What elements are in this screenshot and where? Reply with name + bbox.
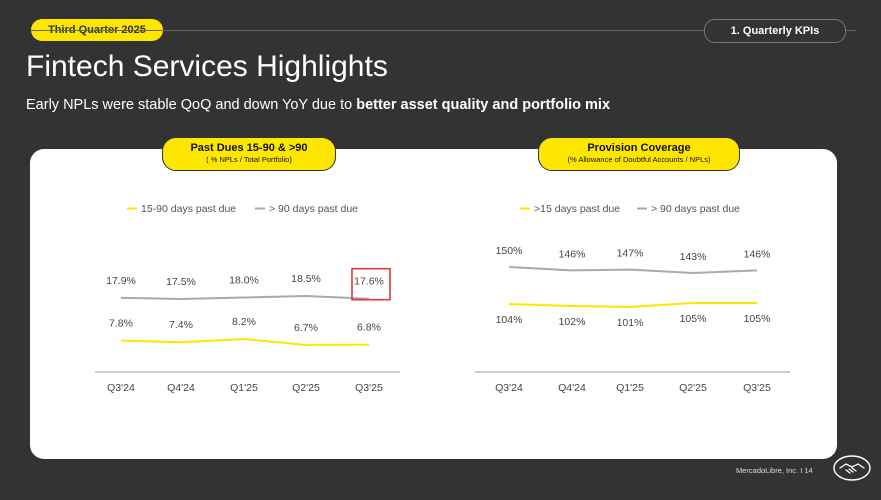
provision-coverage-title-pill: Provision Coverage (% Allowance of Doubt… — [538, 137, 740, 171]
provision-coverage-series-line — [508, 266, 758, 275]
provision-coverage-title: Provision Coverage — [587, 142, 691, 154]
past-dues-data-label: 17.6% — [354, 276, 384, 288]
provision-coverage-data-label: 147% — [617, 248, 644, 260]
header-divider — [31, 30, 856, 31]
provision-coverage-tick-label: Q3'24 — [495, 382, 523, 394]
past-dues-data-label: 7.4% — [169, 319, 193, 331]
page-subtitle: Early NPLs were stable QoQ and down YoY … — [26, 97, 610, 113]
provision-coverage-series-line — [508, 302, 757, 309]
past-dues-data-label: 6.8% — [357, 322, 381, 334]
past-dues-title-pill: Past Dues 15-90 & >90 ( % NPLs / Total P… — [162, 137, 336, 171]
provision-coverage-legend-label: >15 days past due — [534, 203, 620, 215]
past-dues-series-line — [120, 294, 370, 301]
past-dues-title: Past Dues 15-90 & >90 — [190, 142, 308, 154]
provision-coverage-data-label: 105% — [744, 313, 771, 325]
past-dues-tick-label: Q3'24 — [107, 382, 135, 394]
past-dues-data-label: 17.9% — [106, 275, 136, 287]
provision-coverage-data-label: 105% — [680, 313, 707, 325]
past-dues-tick-label: Q1'25 — [230, 382, 258, 394]
provision-coverage-data-label: 101% — [617, 317, 644, 329]
provision-coverage-tick-label: Q3'25 — [743, 382, 771, 394]
past-dues-tick-label: Q2'25 — [292, 382, 320, 394]
past-dues-series-line — [120, 337, 370, 347]
provision-coverage-subtitle: (% Allowance of Doubtful Accounts / NPLs… — [567, 155, 711, 164]
past-dues-highlight-box — [351, 267, 391, 301]
past-dues-legend-label: 15-90 days past due — [141, 203, 236, 215]
provision-coverage-data-label: 150% — [496, 245, 523, 257]
footer-text: MercadoLibre, Inc. I 14 — [736, 466, 813, 475]
handshake-logo-icon — [833, 455, 871, 481]
past-dues-subtitle: ( % NPLs / Total Portfolio) — [206, 155, 292, 164]
past-dues-data-label: 18.5% — [291, 273, 321, 285]
section-tab[interactable]: 1. Quarterly KPIs — [704, 19, 846, 43]
past-dues-data-label: 17.5% — [166, 276, 196, 288]
provision-coverage-tick-label: Q2'25 — [679, 382, 707, 394]
past-dues-data-label: 7.8% — [109, 318, 133, 330]
provision-coverage-data-label: 143% — [680, 251, 707, 263]
provision-coverage-data-label: 146% — [744, 248, 771, 260]
past-dues-data-label: 18.0% — [229, 275, 259, 287]
past-dues-legend-label: > 90 days past due — [269, 203, 358, 215]
past-dues-tick-label: Q3'25 — [355, 382, 383, 394]
subtitle-plain: Early NPLs were stable QoQ and down YoY … — [26, 97, 357, 113]
provision-coverage-tick-label: Q4'24 — [558, 382, 586, 394]
provision-coverage-legend-label: > 90 days past due — [651, 203, 740, 215]
provision-coverage-tick-label: Q1'25 — [616, 382, 644, 394]
past-dues-data-label: 6.7% — [294, 322, 318, 334]
past-dues-data-label: 8.2% — [232, 316, 256, 328]
page-title: Fintech Services Highlights — [26, 50, 388, 83]
subtitle-bold: better asset quality and portfolio mix — [356, 97, 611, 113]
past-dues-tick-label: Q4'24 — [167, 382, 195, 394]
provision-coverage-data-label: 146% — [559, 248, 586, 260]
provision-coverage-data-label: 104% — [496, 314, 523, 326]
provision-coverage-data-label: 102% — [559, 316, 586, 328]
